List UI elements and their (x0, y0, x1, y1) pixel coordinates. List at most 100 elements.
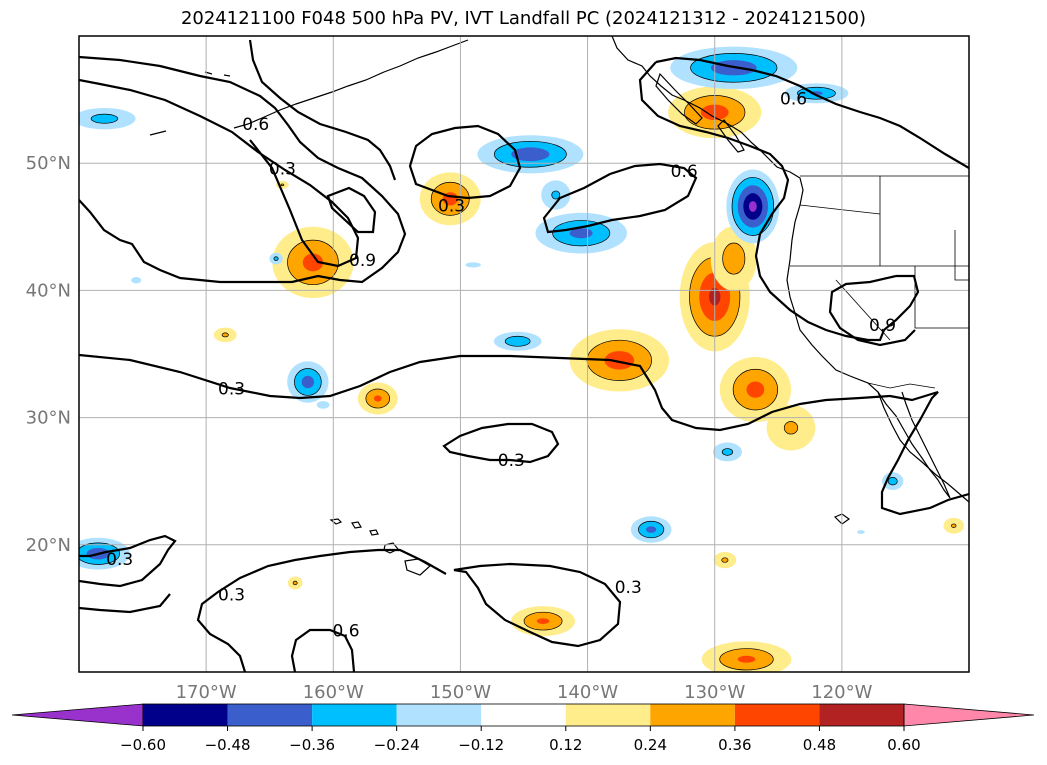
ivt-pc-level-3 (536, 618, 550, 625)
colorbar: −0.60 −0.48 −0.36 −0.24 −0.12 0.12 0.24 0.36 0.4… (11, 703, 1035, 754)
ivt-pc-level-2 (551, 190, 560, 200)
ivt-pc-anomaly (269, 252, 283, 265)
colorbar-tick-label: −0.12 (458, 736, 504, 754)
ivt-pc-anomaly (287, 576, 303, 590)
colorbar-tick-label: 0.24 (634, 736, 667, 754)
ivt-pc-outline (719, 648, 774, 671)
ivt-pc-anomaly (726, 169, 780, 244)
ivt-pc-anomaly (882, 472, 904, 491)
colorbar-segment (819, 704, 904, 726)
ivt-pc-level-1 (131, 277, 142, 284)
ivt-pc-level-3 (737, 655, 756, 663)
ivt-pc-anomaly (712, 442, 742, 462)
pv-contour-label: 0.3 (498, 451, 525, 471)
ivt-pc-outline (722, 242, 746, 275)
ivt-pc-outline (523, 611, 563, 631)
ivt-pc-anomaly (857, 530, 865, 534)
colorbar-segment (565, 704, 651, 726)
lon-tick-label: 160°W (303, 682, 364, 703)
coastlines (149, 36, 969, 576)
pv-contour-labels: 0.6 0.3 0.9 0.3 0.6 0.6 0.9 0.3 0.3 0.3 0.3 0.6 0.3 (106, 90, 896, 642)
ivt-pc-level-2 (722, 448, 733, 456)
ivt-pc-outline (365, 388, 391, 409)
ivt-pc-outline (731, 177, 775, 236)
map-frame (78, 35, 970, 673)
colorbar-segment (650, 704, 735, 726)
colorbar-tick-label: 0.60 (887, 736, 920, 754)
ivt-pc-anomaly (287, 361, 329, 403)
ivt-pc-level-2 (222, 332, 229, 337)
ivt-pc-level-3 (569, 228, 593, 239)
ivt-pc-anomaly (465, 262, 481, 268)
ivt-pc-outline (797, 86, 836, 100)
lat-tick-label: 20°N (26, 535, 71, 556)
ivt-pc-anomaly (357, 382, 398, 415)
ivt-pc-level-2 (91, 114, 118, 124)
pv-contour-label: 0.3 (218, 586, 245, 606)
colorbar-tick-label: 0.36 (718, 736, 751, 754)
lon-tick-label: 130°W (684, 682, 745, 703)
ivt-pc-outline (690, 53, 778, 83)
ivt-pc-level-2 (273, 256, 279, 261)
ivt-pc-level-3 (746, 381, 765, 398)
ivt-pc-level-2 (293, 581, 298, 585)
ivt-pc-outline (90, 113, 119, 124)
colorbar-segment (227, 704, 313, 726)
pv-contour-label: 0.3 (615, 578, 642, 598)
ivt-pc-outline (951, 523, 957, 528)
ivt-pc-outline (292, 580, 298, 586)
ivt-pc-anomaly (701, 641, 792, 672)
ivt-pc-level-2 (888, 477, 898, 486)
ivt-pc-anomaly (419, 172, 481, 226)
colorbar-frame (142, 703, 905, 727)
colorbar-segment (396, 704, 482, 726)
ivt-pc-anomaly (511, 606, 575, 637)
ivt-pc-anomaly (493, 331, 542, 351)
ivt-pc-level-3 (301, 375, 315, 389)
pv-contour-label: 0.6 (780, 90, 807, 110)
ivt-pc-anomaly (569, 329, 670, 392)
ivt-pc-anomaly (541, 180, 571, 210)
ivt-pc-level-3 (604, 351, 635, 370)
ivt-pc-level-2 (721, 557, 729, 563)
ivt-pc-level-2 (722, 243, 745, 275)
pv-contour-label: 0.3 (269, 160, 296, 180)
ivt-pc-anomaly (131, 277, 142, 284)
ivt-pc-outline (79, 542, 121, 565)
pv-contour-label: 0.6 (671, 162, 698, 182)
ivt-pc-outline (887, 477, 898, 486)
colorbar-tick-label: −0.48 (205, 736, 251, 754)
ivt-pc-outline (287, 239, 339, 286)
ivt-pc-anomaly (710, 226, 757, 291)
ivt-pc-anomaly (79, 107, 136, 130)
ivt-pc-anomaly (316, 401, 330, 409)
colorbar-segment (481, 704, 566, 726)
ivt-pc-level-2 (281, 183, 284, 186)
pv-contour-label: 0.6 (242, 115, 269, 135)
ivt-pc-level-3 (511, 147, 550, 162)
pv-500hpa-contours (79, 39, 969, 672)
ivt-pc-anomaly (272, 226, 354, 299)
pv-contour-label: 0.3 (438, 196, 465, 216)
ivt-pc-level-1 (465, 262, 481, 268)
ivt-pc-level-1 (316, 401, 330, 409)
ivt-pc-outline (504, 335, 531, 347)
lon-tick-label: 170°W (176, 682, 237, 703)
ivt-pc-level-3 (373, 395, 382, 402)
political-borders (790, 175, 969, 389)
lat-tick-label: 30°N (26, 408, 71, 429)
ivt-pc-level-1 (857, 530, 865, 534)
lat-tick-label: 50°N (26, 153, 71, 174)
ivt-pc-level-2 (951, 523, 957, 528)
pv-contour-label: 0.9 (349, 251, 376, 271)
ivt-pc-anomaly (477, 135, 584, 174)
ivt-pc-outline (493, 140, 567, 168)
pv-contour-label: 0.3 (106, 550, 133, 570)
ivt-pc-outline (721, 557, 729, 563)
pv-contour-label: 0.3 (218, 380, 245, 400)
ivt-pc-level-3 (302, 253, 324, 272)
colorbar-segment (312, 704, 397, 726)
colorbar-tick-label: −0.60 (120, 736, 166, 754)
lat-tick-label: 40°N (26, 280, 71, 301)
